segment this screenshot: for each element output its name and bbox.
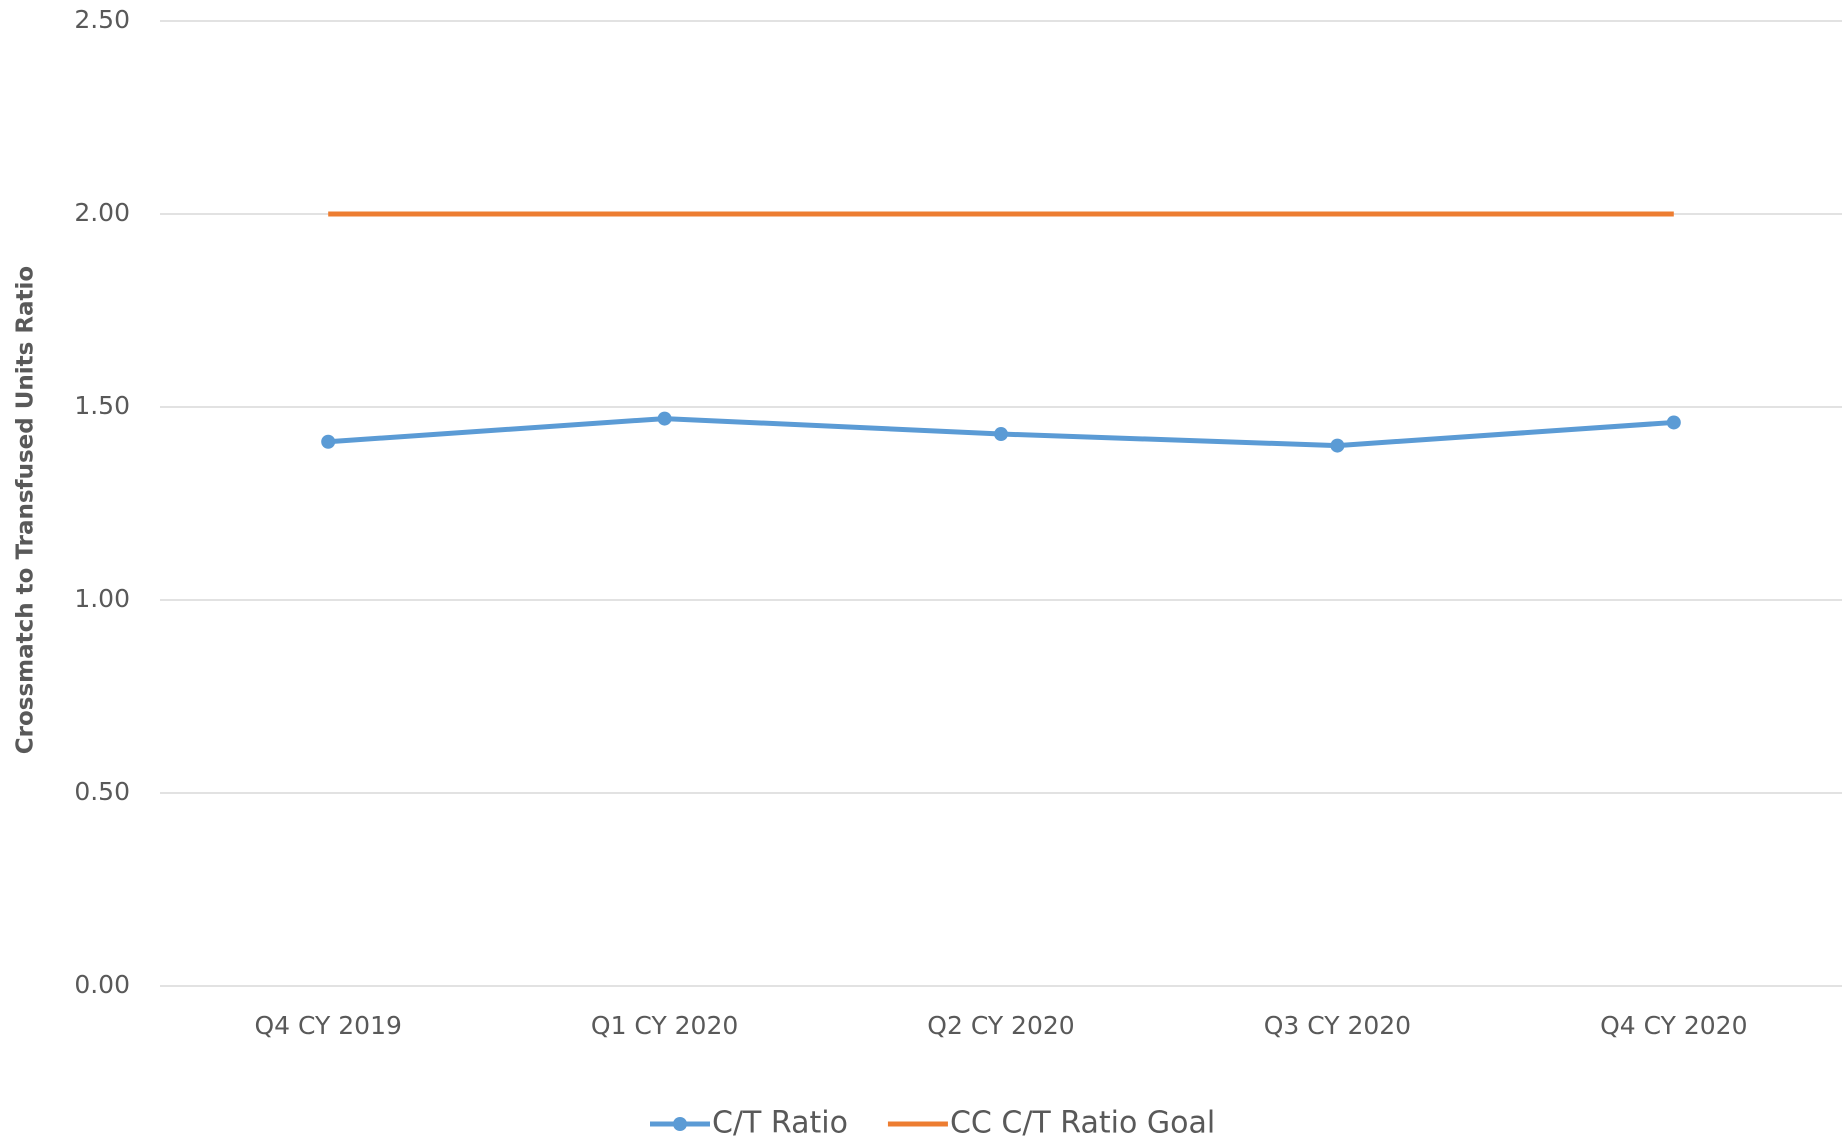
- point: [994, 427, 1008, 442]
- point: [1330, 438, 1345, 453]
- x-tick-label: Q2 CY 2020: [927, 1011, 1074, 1040]
- x-tick-label: Q4 CY 2019: [255, 1011, 402, 1040]
- y-tick-label: 2.50: [74, 5, 130, 34]
- y-axis-title: Crossmatch to Transfused Units Ratio: [13, 266, 39, 754]
- point: [321, 434, 336, 449]
- x-tick-label: Q3 CY 2020: [1264, 1011, 1411, 1040]
- legend-marker: [673, 1117, 687, 1131]
- legend-label: CC C/T Ratio Goal: [950, 1106, 1215, 1141]
- point: [657, 411, 672, 426]
- y-tick-label: 1.50: [74, 391, 130, 420]
- y-tick-label: 0.50: [74, 777, 130, 806]
- x-tick-label: Q4 CY 2020: [1600, 1011, 1747, 1040]
- y-tick-label: 2.00: [74, 198, 130, 227]
- y-tick-label: 1.00: [74, 584, 130, 613]
- y-tick-label: 0.00: [74, 970, 130, 999]
- point: [1666, 415, 1681, 430]
- x-tick-label: Q1 CY 2020: [591, 1011, 738, 1040]
- legend-label: C/T Ratio: [712, 1106, 848, 1141]
